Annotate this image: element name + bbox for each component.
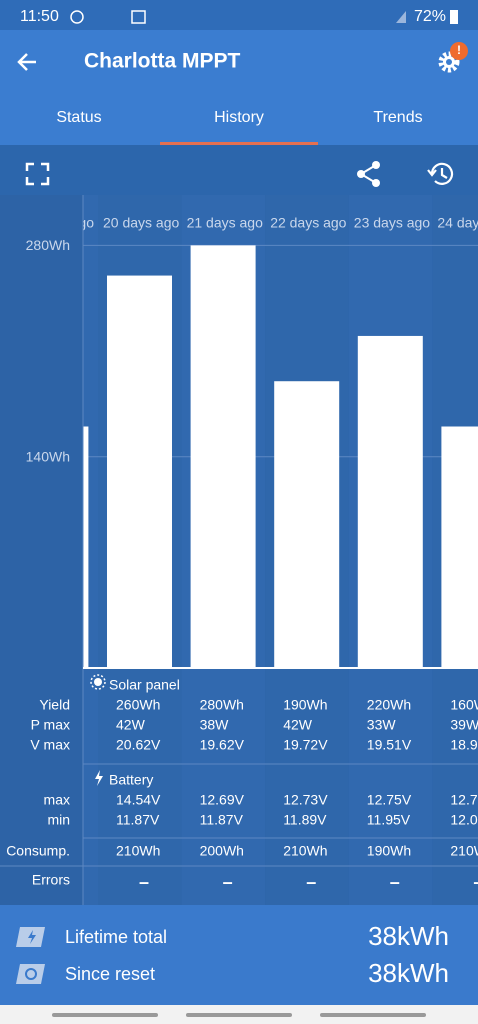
bar xyxy=(357,335,423,668)
error-cell: – xyxy=(390,872,400,892)
x-tick-label: 20 days ago xyxy=(103,215,179,231)
row-label: Consump. xyxy=(6,843,70,859)
y-tick-label: 140Wh xyxy=(26,448,70,464)
footer-value: 38kWh xyxy=(368,921,449,951)
table-cell: 210W xyxy=(450,843,478,859)
battery-level: 72% xyxy=(414,8,446,25)
lifetime-icon-bolt xyxy=(28,930,36,944)
table-cell: 12.69V xyxy=(200,792,245,808)
plot: go 20 days ago 21 days ago 22 days ago 23 da… xyxy=(78,215,478,668)
table-cell: 210Wh xyxy=(116,843,160,859)
nav-button[interactable] xyxy=(52,1013,158,1017)
footer-label: Since reset xyxy=(65,964,155,984)
x-tick-label: go xyxy=(78,215,94,231)
table-cell: 280Wh xyxy=(200,697,244,713)
bar xyxy=(107,275,172,668)
table-cell: 19.62V xyxy=(200,737,245,753)
table-cell: 260Wh xyxy=(116,697,160,713)
table-cell: 14.54V xyxy=(116,792,161,808)
status-bar xyxy=(0,0,478,30)
badge-text: ! xyxy=(457,43,461,57)
footer-label: Lifetime total xyxy=(65,927,167,947)
app-title: Charlotta MPPT xyxy=(84,50,241,73)
table-cell: 200Wh xyxy=(200,843,244,859)
table-cell: 42W xyxy=(116,717,146,733)
signal-icon xyxy=(396,11,406,23)
row-label: P max xyxy=(31,717,70,733)
battery-icon xyxy=(450,10,458,24)
share-button[interactable] xyxy=(357,161,380,187)
bar xyxy=(190,245,256,668)
table-cell: 220Wh xyxy=(367,697,411,713)
table-cell: 20.62V xyxy=(116,737,161,753)
table-cell: 210Wh xyxy=(283,843,327,859)
table-cell: 160W xyxy=(450,697,478,713)
table-cell: 190Wh xyxy=(367,843,411,859)
error-cell: – xyxy=(223,872,233,892)
tab[interactable]: Trends xyxy=(373,109,422,126)
reset-icon xyxy=(16,964,45,984)
section-title: Battery xyxy=(109,772,153,788)
footer xyxy=(0,905,478,1005)
table-cell: 11.95V xyxy=(367,812,411,828)
x-tick-label: 24 day xyxy=(437,215,478,231)
row-label: Errors xyxy=(32,872,70,888)
bar xyxy=(441,426,478,668)
section-title: Solar panel xyxy=(109,677,180,693)
table-cell: 11.87V xyxy=(200,812,244,828)
table-cell: 190Wh xyxy=(283,697,327,713)
sun-rays xyxy=(90,674,106,690)
footer-value: 38kWh xyxy=(368,958,449,988)
nav-button[interactable] xyxy=(186,1013,292,1017)
tab-indicator xyxy=(160,142,318,145)
app-bar xyxy=(0,30,478,145)
status-time: 11:50 xyxy=(20,8,59,25)
history-button[interactable] xyxy=(427,162,454,185)
row-label: max xyxy=(44,792,70,808)
table-cell: 11.87V xyxy=(116,812,160,828)
table-cell: 19.72V xyxy=(283,737,328,753)
table-cell: 12.0 xyxy=(450,812,477,828)
fullscreen-button[interactable] xyxy=(25,162,50,186)
bar xyxy=(83,426,89,668)
back-button[interactable] xyxy=(17,53,36,71)
bolt-icon xyxy=(95,770,103,786)
table-cell: 33W xyxy=(367,717,397,733)
error-cell: – xyxy=(473,872,478,892)
tab[interactable]: History xyxy=(214,109,264,126)
row-label: V max xyxy=(30,737,70,753)
table-cell: 19.51V xyxy=(367,737,412,753)
toolbar xyxy=(0,145,478,195)
table-cell: 12.7 xyxy=(450,792,477,808)
settings-button[interactable] xyxy=(438,51,460,73)
table-cell: 42W xyxy=(283,717,313,733)
column-band xyxy=(83,195,98,905)
table-cell: 12.75V xyxy=(367,792,412,808)
error-cell: – xyxy=(139,872,149,892)
table-cell: 18.9 xyxy=(450,737,477,753)
x-tick-label: 21 days ago xyxy=(187,215,263,231)
reset-icon-ring xyxy=(25,968,37,980)
table-cell: 39W xyxy=(450,717,478,733)
sun-icon xyxy=(94,678,102,686)
status-icon xyxy=(70,10,84,24)
table-cell: 11.89V xyxy=(283,812,327,828)
nav-button[interactable] xyxy=(320,1013,426,1017)
error-cell: – xyxy=(306,872,316,892)
bar xyxy=(274,381,340,668)
status-icon xyxy=(131,10,146,24)
table-cell: 38W xyxy=(200,717,230,733)
x-tick-label: 22 days ago xyxy=(270,215,346,231)
y-tick-label: 280Wh xyxy=(26,237,70,253)
row-label: Yield xyxy=(39,697,70,713)
table-cell: 12.73V xyxy=(283,792,328,808)
x-tick-label: 23 days ago xyxy=(354,215,430,231)
tab[interactable]: Status xyxy=(56,109,101,126)
row-label: min xyxy=(47,812,70,828)
notification-badge xyxy=(450,42,468,60)
